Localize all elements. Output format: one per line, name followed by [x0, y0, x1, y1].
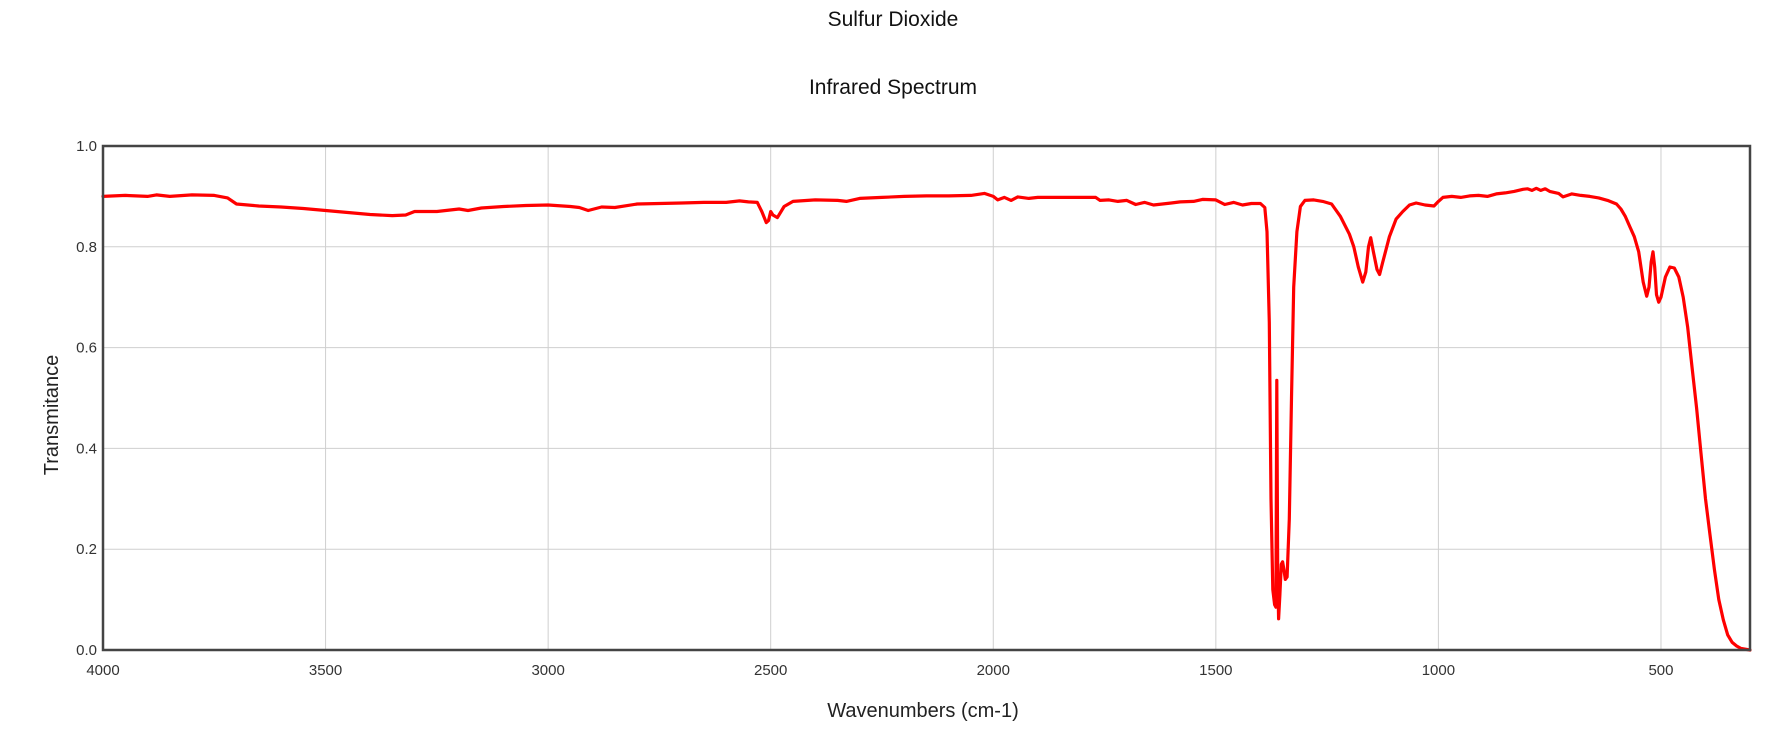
spectrum-line: [101, 186, 1752, 652]
y-axis-ticks: 0.0 0.2 0.4 0.6 0.8 1.0: [76, 138, 97, 659]
x-tick-label: 1000: [1422, 662, 1455, 679]
chart-subtitle: Infrared Spectrum: [809, 76, 977, 99]
y-axis-label: Transmitance: [41, 355, 63, 475]
x-tick-label: 3500: [309, 662, 342, 679]
x-axis-label: Wavenumbers (cm-1): [827, 700, 1019, 722]
x-tick-label: 1500: [1199, 662, 1232, 679]
chart-title: Sulfur Dioxide: [828, 8, 959, 31]
plot-frame: [101, 144, 1752, 652]
x-tick-label: 2500: [754, 662, 787, 679]
x-tick-label: 4000: [86, 662, 119, 679]
x-axis-ticks: 4000 3500 3000 2500 2000 1500 1000 500: [86, 662, 1673, 679]
y-tick-label: 0.6: [76, 340, 97, 357]
y-tick-label: 0.4: [76, 440, 97, 457]
grid-lines: [102, 145, 1750, 651]
y-tick-label: 0.2: [76, 541, 97, 558]
y-tick-label: 1.0: [76, 138, 97, 155]
y-tick-label: 0.0: [76, 642, 97, 659]
y-tick-label: 0.8: [76, 239, 97, 256]
x-tick-label: 500: [1648, 662, 1673, 679]
x-tick-label: 3000: [531, 662, 564, 679]
x-tick-label: 2000: [977, 662, 1010, 679]
